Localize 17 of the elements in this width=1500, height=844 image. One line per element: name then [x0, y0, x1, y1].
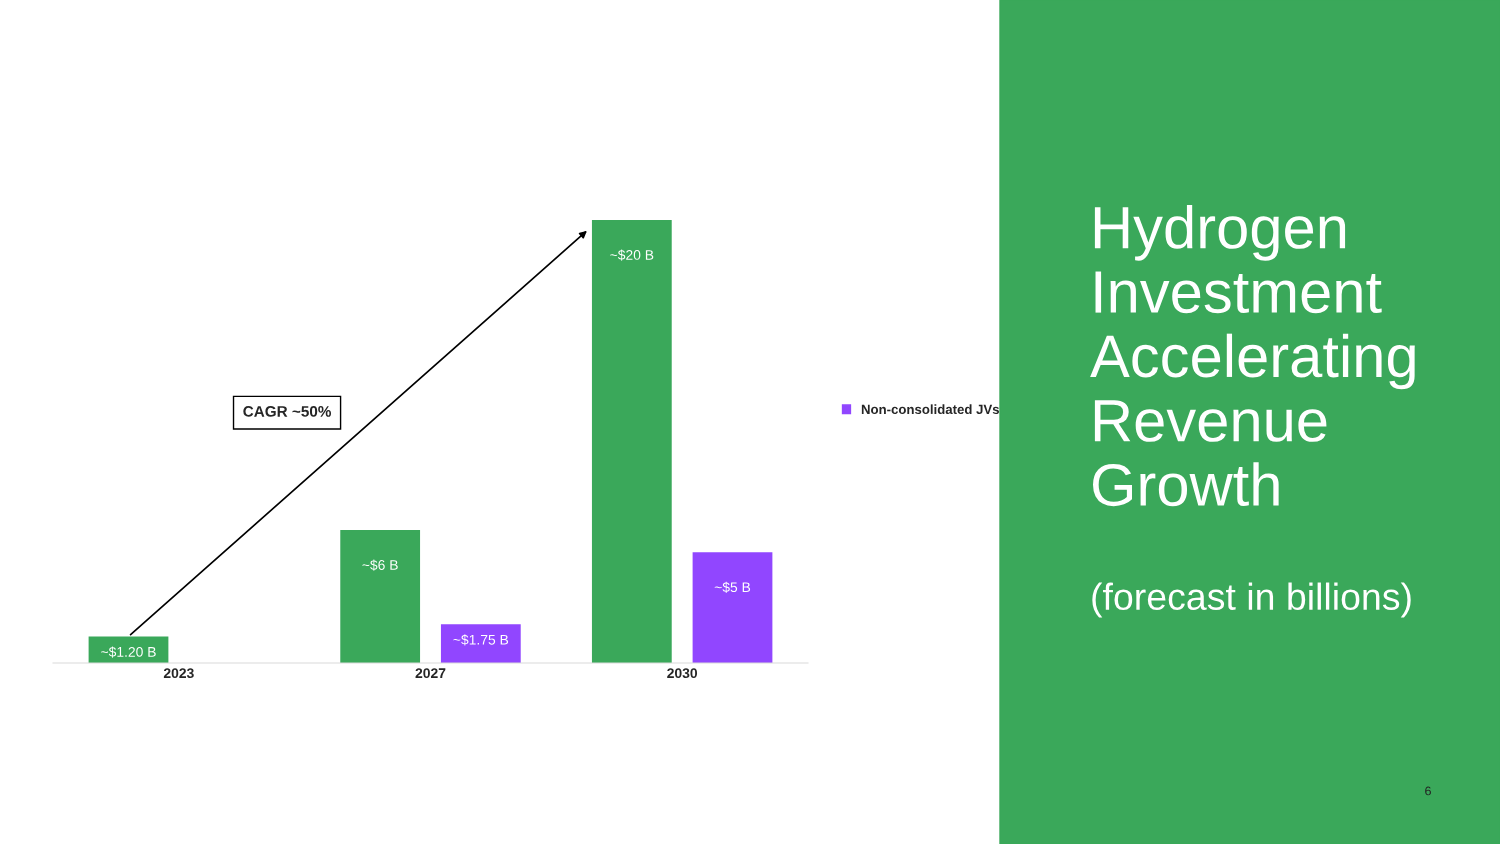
bar: [591, 220, 672, 663]
data-label: ~$5 B: [714, 581, 751, 593]
bar: [340, 530, 421, 663]
text: (forecast in billions): [1092, 582, 1411, 618]
data-label: ~$6 B: [362, 559, 398, 571]
data-label: ~$20 B: [610, 249, 654, 261]
text: 6: [1425, 786, 1431, 796]
x-tick-label: 2030: [667, 668, 698, 679]
data-label: ~$1.20 B: [101, 646, 156, 658]
legend-label: Non-consolidated JVs: [861, 404, 1000, 415]
data-label: ~$1.75 B: [453, 634, 509, 646]
x-tick-label: 2023: [163, 668, 194, 679]
annotation: CAGR ~50%: [243, 405, 332, 417]
bar: [440, 624, 521, 663]
bar: [692, 552, 773, 663]
x-tick-label: 2027: [415, 668, 446, 679]
text: Hydrogen Investment Accelerating Revenue Growth: [1090, 205, 1415, 507]
